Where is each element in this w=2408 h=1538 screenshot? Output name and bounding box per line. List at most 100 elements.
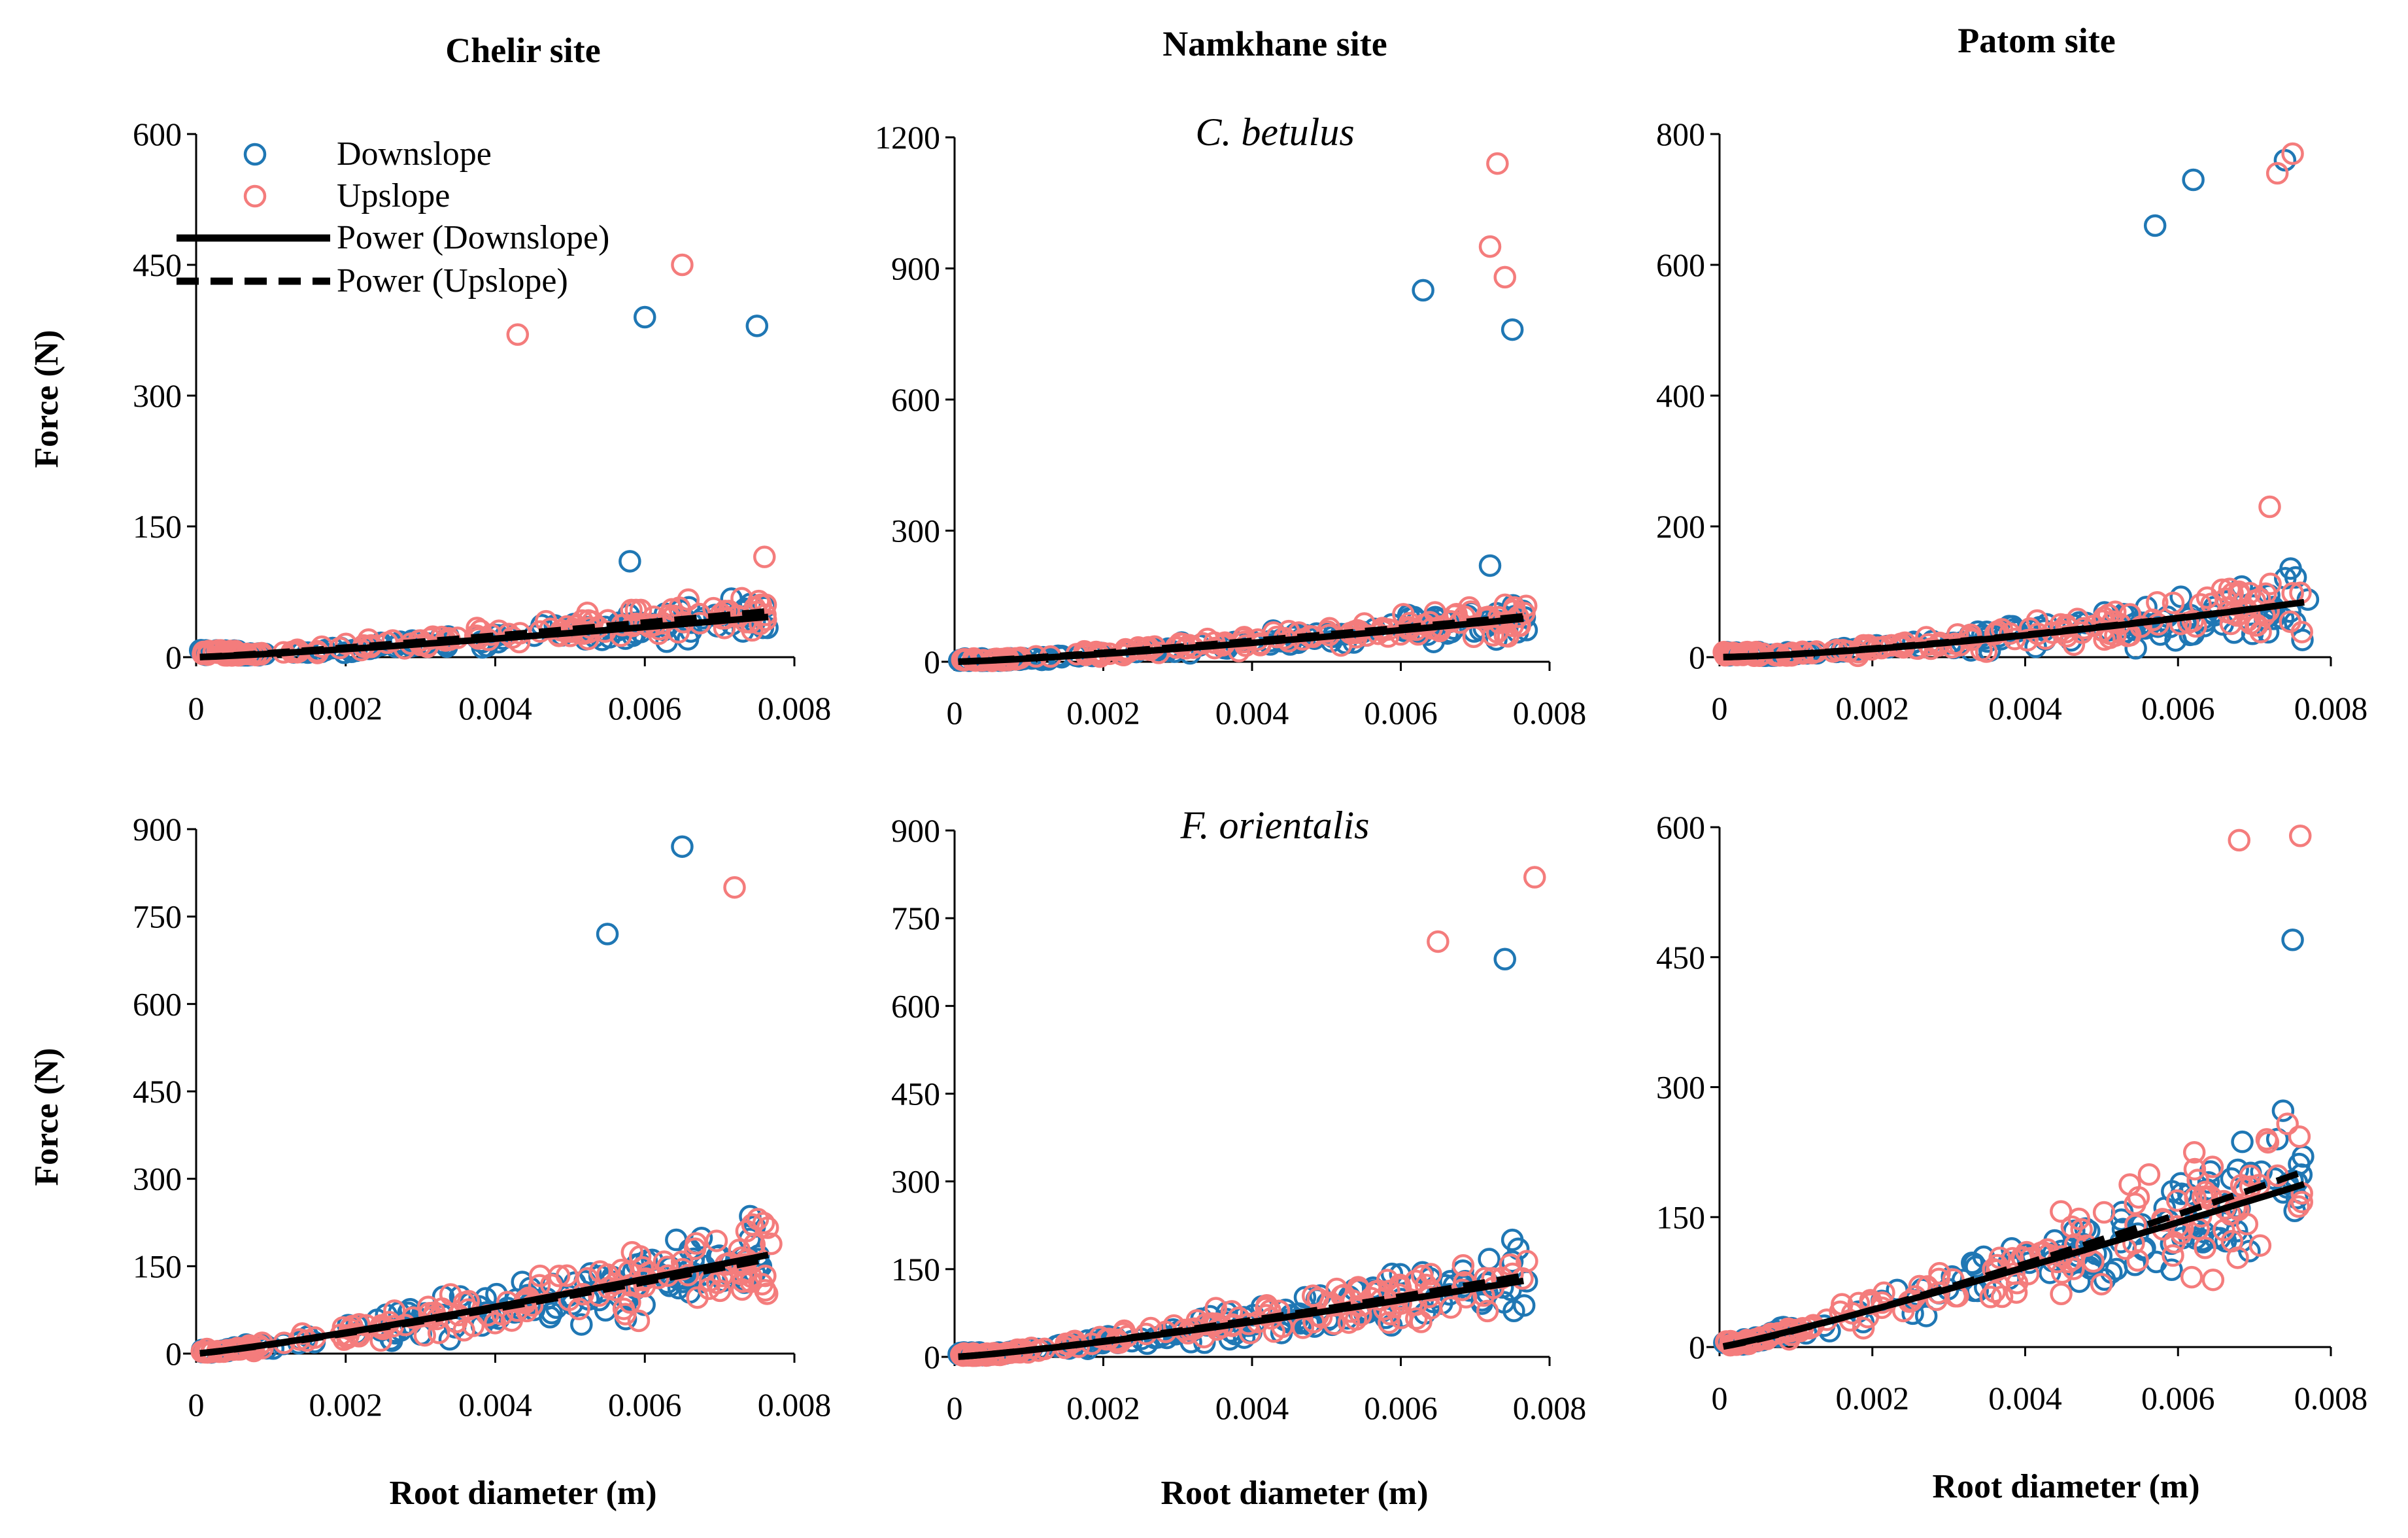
upslope-point xyxy=(427,1322,450,1344)
downslope-point xyxy=(1512,1294,1536,1317)
upslope-point xyxy=(500,1309,523,1332)
upslope-point xyxy=(2162,1244,2184,1267)
upslope-point xyxy=(732,1270,755,1293)
y-tick-label: 1200 xyxy=(875,119,940,156)
x-axis-title-patom: Root diameter (m) xyxy=(1932,1468,2199,1505)
upslope-point xyxy=(1376,625,1400,648)
power-fit-downslope xyxy=(1722,1181,2305,1350)
upslope-point xyxy=(1979,1286,2002,1308)
upslope-point xyxy=(341,1314,364,1338)
upslope-point xyxy=(2276,1112,2299,1135)
downslope-point xyxy=(570,1313,593,1336)
y-tick-label: 800 xyxy=(1656,116,1705,152)
downslope-point xyxy=(2124,1254,2146,1276)
upslope-point xyxy=(2201,1155,2224,1178)
upslope-point xyxy=(2070,1218,2093,1241)
x-tick-label: 0.006 xyxy=(2141,690,2215,726)
x-tick-label: 0.006 xyxy=(1364,1390,1438,1426)
y-axis-title-row1: Force (N) xyxy=(28,330,65,468)
upslope-point xyxy=(709,1279,732,1303)
upslope-point xyxy=(1410,1264,1434,1288)
legend-power-downslope-label: Power (Downslope) xyxy=(337,219,609,256)
upslope-point xyxy=(1171,632,1195,656)
x-tick-label: 0.002 xyxy=(309,690,383,726)
legend-downslope-marker xyxy=(243,143,267,166)
x-tick-label: 0 xyxy=(947,1390,963,1426)
upslope-point xyxy=(1462,625,1485,649)
upslope-point xyxy=(2255,1128,2279,1151)
upslope-point xyxy=(723,876,746,899)
y-tick-label: 0 xyxy=(1689,1329,1705,1365)
upslope-point xyxy=(627,1309,651,1333)
upslope-point xyxy=(753,545,776,568)
x-axis-title-chelir: Root diameter (m) xyxy=(389,1475,656,1512)
y-tick-label: 300 xyxy=(1656,1069,1705,1106)
downslope-point xyxy=(1478,554,1502,577)
y-tick-label: 150 xyxy=(1656,1199,1705,1235)
upslope-point xyxy=(331,1316,355,1339)
upslope-point xyxy=(653,1250,676,1273)
downslope-point xyxy=(1961,1251,1984,1274)
x-tick-label: 0 xyxy=(1712,1380,1728,1416)
upslope-point xyxy=(1404,1269,1427,1292)
site-title-chelir: Chelir site xyxy=(445,31,600,70)
power-fit-downslope xyxy=(958,615,1524,665)
upslope-point xyxy=(2118,1173,2141,1196)
upslope-point xyxy=(2228,829,2250,852)
x-tick-label: 0.004 xyxy=(458,1386,532,1423)
upslope-point xyxy=(1990,1285,2014,1308)
y-tick-label: 600 xyxy=(1656,809,1705,846)
x-tick-label: 0 xyxy=(1712,690,1728,726)
x-tick-label: 0.002 xyxy=(1836,1380,1910,1416)
downslope-point xyxy=(2093,1268,2116,1291)
upslope-point xyxy=(760,1232,783,1256)
upslope-point xyxy=(1523,866,1546,889)
upslope-point xyxy=(2162,591,2185,615)
upslope-point xyxy=(2005,1271,2029,1295)
upslope-point xyxy=(2050,1261,2074,1284)
y-tick-label: 0 xyxy=(1689,639,1705,675)
panel-6: 0 150 300 450 600 0 0.002 0.004 0.006 0.008 xyxy=(1656,809,2367,1416)
y-tick-label: 450 xyxy=(133,1073,182,1110)
y-tick-label: 600 xyxy=(1656,247,1705,283)
upslope-point xyxy=(1516,1250,1538,1273)
legend-upslope-label: Upslope xyxy=(337,177,450,214)
downslope-point xyxy=(2296,588,2320,611)
x-tick-label: 0.002 xyxy=(1066,694,1140,731)
y-tick-label: 150 xyxy=(133,508,182,545)
downslope-point xyxy=(2284,566,2307,589)
x-tick-label: 0.008 xyxy=(758,1386,832,1423)
site-title-patom: Patom site xyxy=(1958,21,2115,60)
x-tick-label: 0.008 xyxy=(2294,690,2368,726)
downslope-point xyxy=(2281,929,2304,951)
y-tick-label: 300 xyxy=(891,1163,940,1200)
upslope-point xyxy=(2239,612,2262,635)
upslope-point xyxy=(588,1260,612,1283)
x-tick-label: 0.006 xyxy=(608,1386,682,1423)
downslope-point xyxy=(745,315,769,337)
downslope-point xyxy=(1501,1228,1524,1252)
x-tick-label: 0.002 xyxy=(1836,690,1910,726)
upslope-point xyxy=(2279,610,2301,633)
x-tick-label: 0.004 xyxy=(1215,694,1289,731)
upslope-point xyxy=(2248,1234,2272,1257)
upslope-point xyxy=(677,588,700,611)
x-tick-label: 0.004 xyxy=(1988,1380,2062,1416)
downslope-point xyxy=(596,923,619,946)
upslope-point xyxy=(2092,1201,2116,1224)
upslope-point xyxy=(2259,572,2282,596)
power-fit-downslope xyxy=(199,1252,769,1357)
downslope-point xyxy=(1501,1250,1524,1273)
upslope-point xyxy=(1478,235,1502,258)
power-fit-downslope xyxy=(1723,599,2305,660)
y-tick-label: 400 xyxy=(1656,377,1705,414)
x-tick-label: 0.002 xyxy=(1066,1390,1140,1426)
upslope-point xyxy=(2265,162,2289,185)
x-tick-label: 0.008 xyxy=(2294,1380,2368,1416)
y-tick-label: 300 xyxy=(891,513,940,549)
upslope-point xyxy=(1486,152,1509,175)
y-tick-label: 900 xyxy=(133,811,182,847)
upslope-point xyxy=(2213,1218,2235,1242)
upslope-point xyxy=(2126,1249,2149,1272)
